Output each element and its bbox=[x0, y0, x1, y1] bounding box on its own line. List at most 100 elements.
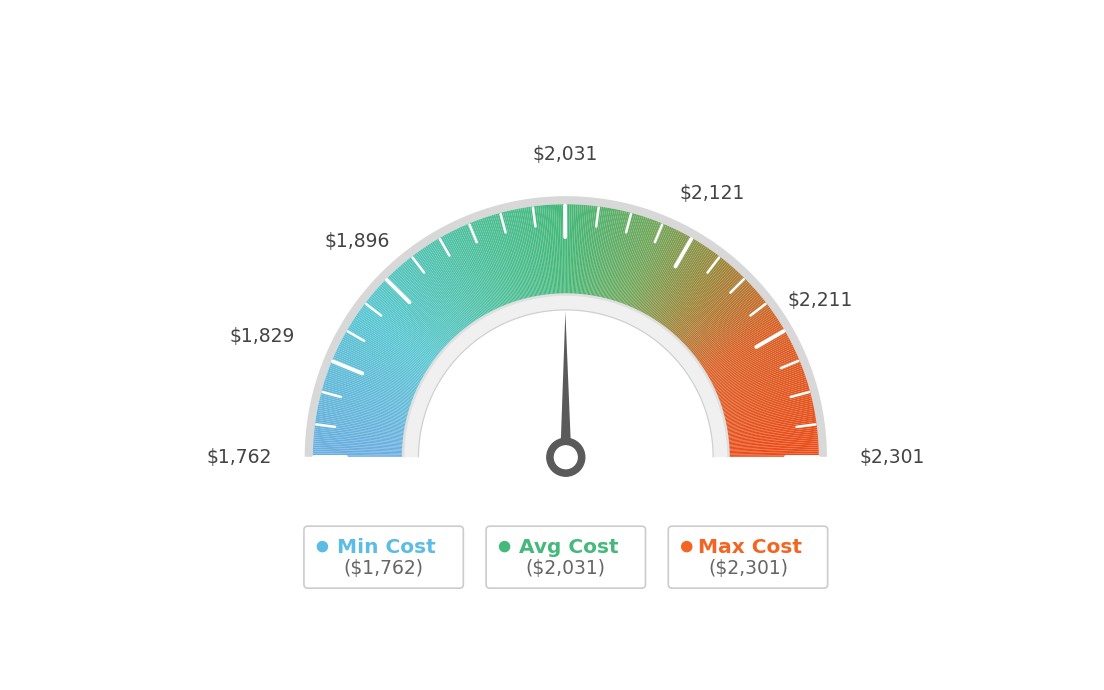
Polygon shape bbox=[679, 283, 751, 350]
Polygon shape bbox=[697, 318, 778, 372]
Polygon shape bbox=[649, 243, 701, 325]
Polygon shape bbox=[564, 204, 565, 300]
Polygon shape bbox=[693, 310, 773, 367]
Polygon shape bbox=[709, 353, 797, 394]
Polygon shape bbox=[328, 368, 420, 403]
Polygon shape bbox=[720, 406, 814, 426]
Polygon shape bbox=[633, 228, 676, 316]
Polygon shape bbox=[647, 241, 698, 324]
Polygon shape bbox=[681, 286, 753, 352]
Polygon shape bbox=[407, 259, 469, 335]
Polygon shape bbox=[715, 379, 807, 410]
Polygon shape bbox=[469, 223, 507, 313]
Polygon shape bbox=[314, 444, 410, 450]
Polygon shape bbox=[60, 457, 1072, 690]
Polygon shape bbox=[639, 234, 686, 319]
Polygon shape bbox=[323, 383, 416, 413]
Polygon shape bbox=[344, 334, 429, 382]
Polygon shape bbox=[305, 196, 827, 457]
Polygon shape bbox=[346, 331, 431, 380]
Polygon shape bbox=[701, 331, 786, 380]
Polygon shape bbox=[626, 224, 665, 313]
Polygon shape bbox=[680, 284, 752, 351]
Polygon shape bbox=[665, 261, 728, 337]
Polygon shape bbox=[400, 265, 464, 339]
Polygon shape bbox=[660, 255, 720, 333]
Polygon shape bbox=[319, 400, 413, 423]
Polygon shape bbox=[453, 230, 497, 317]
Polygon shape bbox=[722, 440, 818, 447]
Polygon shape bbox=[603, 211, 627, 305]
FancyBboxPatch shape bbox=[304, 526, 464, 588]
Polygon shape bbox=[349, 325, 432, 376]
Polygon shape bbox=[406, 260, 468, 335]
Text: ($2,301): ($2,301) bbox=[708, 558, 788, 578]
Polygon shape bbox=[497, 213, 524, 306]
Polygon shape bbox=[444, 235, 491, 319]
Polygon shape bbox=[386, 277, 456, 346]
Polygon shape bbox=[528, 207, 543, 302]
Text: Max Cost: Max Cost bbox=[699, 538, 803, 557]
Text: ($2,031): ($2,031) bbox=[526, 558, 606, 578]
Polygon shape bbox=[336, 350, 424, 391]
Polygon shape bbox=[662, 257, 722, 334]
Polygon shape bbox=[314, 445, 410, 451]
Polygon shape bbox=[691, 306, 769, 364]
Polygon shape bbox=[709, 355, 798, 395]
Polygon shape bbox=[716, 388, 810, 416]
Polygon shape bbox=[371, 295, 446, 357]
Polygon shape bbox=[328, 370, 418, 404]
Polygon shape bbox=[718, 393, 810, 418]
Polygon shape bbox=[434, 241, 485, 324]
Polygon shape bbox=[710, 359, 799, 397]
Polygon shape bbox=[325, 379, 416, 410]
Polygon shape bbox=[368, 299, 444, 360]
Polygon shape bbox=[590, 207, 605, 302]
Polygon shape bbox=[608, 214, 636, 306]
Polygon shape bbox=[704, 337, 789, 384]
Polygon shape bbox=[373, 291, 447, 355]
Polygon shape bbox=[658, 253, 716, 331]
Polygon shape bbox=[385, 278, 455, 347]
Polygon shape bbox=[716, 385, 809, 413]
Polygon shape bbox=[322, 385, 415, 413]
Polygon shape bbox=[332, 357, 422, 396]
Polygon shape bbox=[519, 208, 538, 303]
Polygon shape bbox=[652, 246, 707, 327]
Polygon shape bbox=[686, 295, 761, 357]
Polygon shape bbox=[446, 234, 492, 319]
Polygon shape bbox=[571, 204, 575, 301]
Polygon shape bbox=[565, 204, 567, 300]
Polygon shape bbox=[537, 206, 549, 302]
Polygon shape bbox=[623, 221, 659, 311]
Polygon shape bbox=[677, 278, 746, 347]
Polygon shape bbox=[438, 237, 488, 322]
Polygon shape bbox=[341, 339, 427, 385]
Polygon shape bbox=[718, 391, 810, 417]
Polygon shape bbox=[687, 296, 762, 358]
Polygon shape bbox=[573, 204, 580, 301]
Polygon shape bbox=[315, 424, 411, 437]
Polygon shape bbox=[654, 248, 710, 328]
Polygon shape bbox=[424, 247, 479, 328]
Polygon shape bbox=[622, 221, 657, 311]
Polygon shape bbox=[722, 433, 818, 444]
Polygon shape bbox=[670, 269, 736, 342]
Polygon shape bbox=[673, 273, 741, 344]
Polygon shape bbox=[540, 206, 551, 302]
Polygon shape bbox=[645, 239, 694, 322]
Polygon shape bbox=[722, 444, 818, 450]
Polygon shape bbox=[705, 342, 792, 387]
Polygon shape bbox=[715, 383, 808, 413]
Polygon shape bbox=[720, 410, 815, 429]
Polygon shape bbox=[711, 360, 800, 398]
Polygon shape bbox=[379, 286, 450, 352]
Polygon shape bbox=[355, 315, 436, 370]
Polygon shape bbox=[350, 324, 433, 375]
Polygon shape bbox=[619, 219, 654, 310]
Polygon shape bbox=[397, 268, 463, 340]
Polygon shape bbox=[461, 226, 502, 314]
Text: $1,762: $1,762 bbox=[206, 448, 273, 466]
Polygon shape bbox=[644, 237, 693, 322]
Polygon shape bbox=[383, 281, 453, 349]
